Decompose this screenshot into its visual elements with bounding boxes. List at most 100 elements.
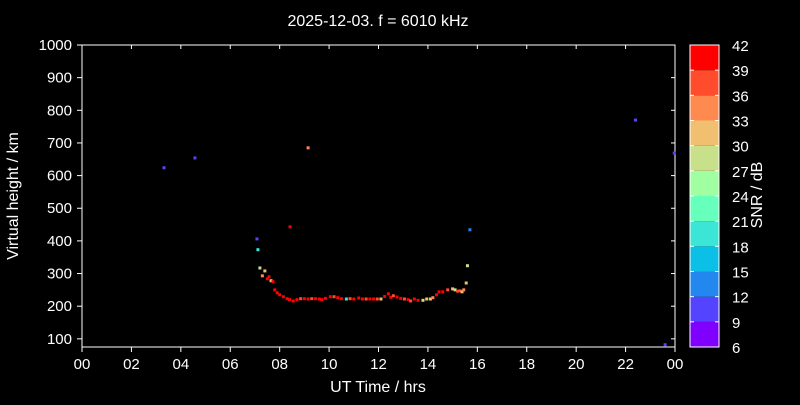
y-tick-label: 700 [47, 135, 72, 152]
data-point [375, 297, 379, 301]
data-point [364, 297, 368, 301]
colorbar-tick-label: 15 [732, 265, 749, 282]
colorbar-tick-label: 36 [732, 88, 749, 105]
x-tick-label: 02 [123, 356, 140, 373]
data-point [306, 146, 310, 150]
colorbar-band [690, 45, 719, 71]
colorbar-tick-label: 33 [732, 114, 749, 131]
y-tick-label: 900 [47, 70, 72, 87]
data-point [344, 297, 348, 301]
data-point [399, 296, 403, 300]
data-point [275, 291, 279, 295]
x-tick-label: 12 [370, 356, 387, 373]
data-point [416, 298, 420, 302]
data-point [332, 295, 336, 299]
data-point [428, 297, 432, 301]
data-point [348, 297, 352, 301]
colorbar-band [690, 221, 719, 247]
data-point [306, 297, 310, 301]
x-tick-label: 04 [172, 356, 189, 373]
data-point [468, 228, 472, 232]
colorbar-tick-label: 24 [732, 189, 749, 206]
colorbar-tick-label: 30 [732, 139, 749, 156]
data-point [379, 297, 383, 301]
data-point [295, 298, 299, 302]
data-point [281, 295, 285, 299]
data-point [435, 293, 439, 297]
colorbar-band [690, 70, 719, 96]
data-point [360, 297, 364, 301]
data-point [310, 297, 314, 301]
data-point [256, 248, 260, 252]
data-point [317, 297, 321, 301]
colorbar-band [690, 296, 719, 322]
data-point [291, 299, 295, 303]
data-point [273, 288, 277, 292]
y-tick-label: 100 [47, 331, 72, 348]
data-point [263, 269, 267, 273]
y-axis-label: Virtual height / km [5, 132, 22, 260]
data-point [389, 295, 393, 299]
data-point [456, 289, 460, 293]
colorbar-band [690, 271, 719, 297]
colorbar-tick-label: 6 [732, 340, 740, 357]
data-point [313, 297, 317, 301]
data-point [285, 297, 289, 301]
data-point [437, 290, 441, 294]
colorbar-band [690, 170, 719, 196]
x-tick-label: 06 [222, 356, 239, 373]
data-point [255, 237, 259, 241]
data-point [328, 295, 332, 299]
x-tick-label: 14 [420, 356, 437, 373]
data-point [352, 297, 356, 301]
data-point [412, 297, 416, 301]
data-point [320, 298, 324, 302]
data-point [302, 297, 306, 301]
data-point [193, 156, 197, 160]
colorbar-tick-label: 21 [732, 214, 749, 231]
x-tick-label: 08 [271, 356, 288, 373]
x-tick-label: 00 [74, 356, 91, 373]
y-tick-label: 600 [47, 168, 72, 185]
data-point [462, 288, 466, 292]
data-point [288, 298, 292, 302]
colorbar-band [690, 95, 719, 121]
data-point [265, 277, 269, 281]
x-tick-label: 10 [321, 356, 338, 373]
data-point [383, 294, 387, 298]
data-point [431, 296, 435, 300]
colorbar-band [690, 321, 719, 347]
chart-title: 2025-12-03. f = 6010 kHz [287, 13, 468, 30]
data-point [633, 118, 637, 122]
data-point [372, 297, 376, 301]
data-point [368, 297, 372, 301]
data-point [267, 275, 271, 279]
data-point [269, 279, 273, 283]
colorbar-tick-label: 12 [732, 290, 749, 307]
data-point [406, 298, 410, 302]
x-tick-label: 22 [617, 356, 634, 373]
data-point [672, 151, 676, 155]
data-point [278, 293, 282, 297]
data-point [421, 298, 425, 302]
data-point [339, 297, 343, 301]
data-point [336, 296, 340, 300]
data-point [464, 281, 468, 285]
colorbar-band [690, 196, 719, 222]
y-tick-label: 500 [47, 200, 72, 217]
y-tick-label: 1000 [39, 37, 72, 54]
x-axis-label: UT Time / hrs [330, 379, 426, 396]
y-tick-label: 400 [47, 233, 72, 250]
x-tick-label: 16 [469, 356, 486, 373]
data-point [451, 287, 455, 291]
data-point [465, 264, 469, 268]
data-point [453, 288, 457, 292]
colorbar-label: SNR / dB [749, 162, 766, 229]
data-point [288, 225, 292, 229]
colorbar-tick-label: 39 [732, 63, 749, 80]
data-point [425, 297, 429, 301]
y-tick-label: 800 [47, 102, 72, 119]
colorbar-band [690, 246, 719, 272]
data-point [395, 295, 399, 299]
